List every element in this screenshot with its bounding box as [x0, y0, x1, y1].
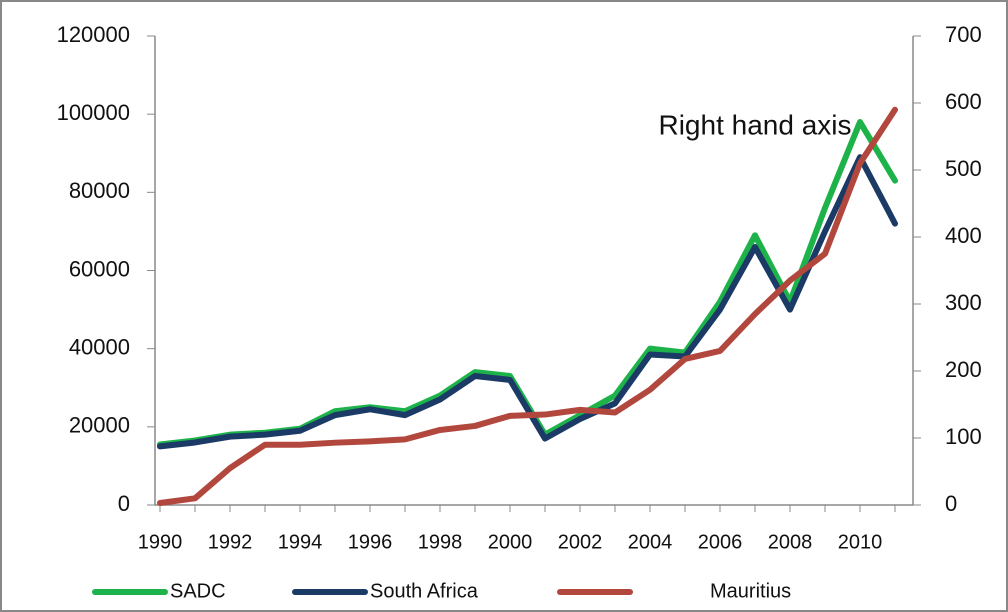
y-tick-label: 20000: [69, 413, 130, 438]
legend-label: Mauritius: [710, 580, 791, 602]
annotation: Right hand axis: [658, 109, 851, 140]
x-tick-label: 1996: [348, 531, 393, 553]
y-tick-label: 120000: [57, 22, 130, 47]
x-tick-label: 2004: [628, 531, 673, 553]
y2-tick-label: 700: [945, 22, 982, 47]
legend-label: South Africa: [370, 580, 479, 602]
y2-tick-label: 0: [945, 491, 957, 516]
x-tick-label: 2006: [698, 531, 743, 553]
x-tick-label: 1994: [278, 531, 323, 553]
y-tick-label: 40000: [69, 334, 130, 359]
y2-tick-label: 500: [945, 156, 982, 181]
y-tick-label: 100000: [57, 100, 130, 125]
y-tick-label: 80000: [69, 178, 130, 203]
x-tick-label: 2000: [488, 531, 533, 553]
y2-tick-label: 200: [945, 357, 982, 382]
y-tick-label: 0: [118, 491, 130, 516]
y2-tick-label: 300: [945, 290, 982, 315]
x-tick-label: 1992: [208, 531, 253, 553]
y2-tick-label: 100: [945, 424, 982, 449]
legend-label: SADC: [170, 580, 226, 602]
series-line: [157, 154, 898, 450]
series-line: [157, 106, 898, 506]
y2-tick-label: 600: [945, 89, 982, 114]
y-tick-label: 60000: [69, 256, 130, 281]
y2-tick-label: 400: [945, 223, 982, 248]
x-tick-label: 2010: [838, 531, 883, 553]
x-tick-label: 2008: [768, 531, 813, 553]
x-tick-label: 1998: [418, 531, 463, 553]
x-tick-label: 2002: [558, 531, 603, 553]
x-tick-label: 1990: [138, 531, 183, 553]
